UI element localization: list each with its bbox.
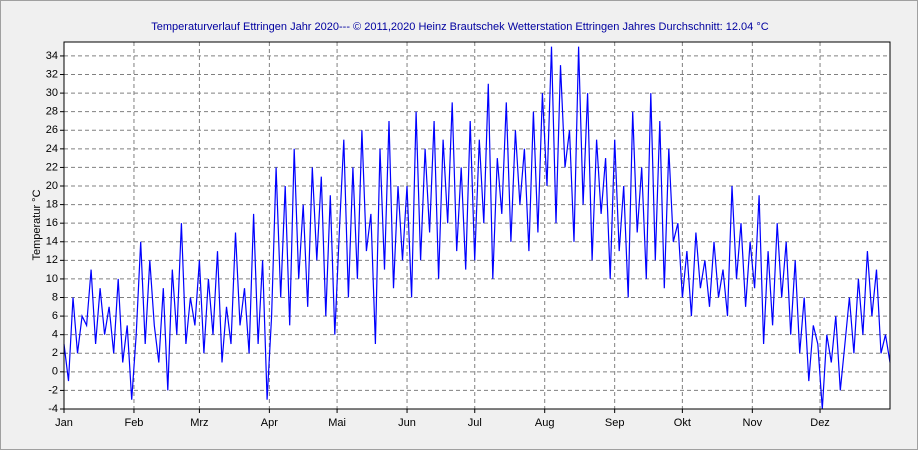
x-tick-label: Jul: [468, 417, 482, 429]
x-tick-label: Jan: [55, 417, 73, 429]
temperature-line: [63, 46, 891, 410]
y-tick-label: 20: [46, 180, 58, 192]
y-tick-label: -2: [48, 384, 58, 396]
x-tick-label: Mai: [328, 417, 346, 429]
x-tick-label: Apr: [261, 417, 278, 429]
y-tick-label: 0: [52, 366, 58, 378]
y-tick-label: 32: [46, 68, 58, 80]
x-tick-label: Dez: [810, 417, 830, 429]
x-tick-label: Nov: [743, 417, 763, 429]
chart-title: Temperaturverlauf Ettringen Jahr 2020---…: [151, 21, 768, 33]
y-tick-label: 16: [46, 217, 58, 229]
x-tick-label: Sep: [605, 417, 625, 429]
y-tick-label: 6: [52, 310, 58, 322]
x-tick-label: Jun: [398, 417, 416, 429]
y-tick-label: 18: [46, 199, 58, 211]
y-tick-label: 24: [46, 143, 58, 155]
y-tick-label: 12: [46, 254, 58, 266]
y-tick-label: 30: [46, 87, 58, 99]
y-tick-label: -4: [48, 403, 58, 415]
y-axis-label: Temperatur °C: [31, 189, 43, 260]
y-tick-label: 2: [52, 347, 58, 359]
y-tick-label: 26: [46, 124, 58, 136]
x-tick-label: Okt: [674, 417, 691, 429]
y-tick-label: 34: [46, 50, 58, 62]
y-tick-label: 28: [46, 106, 58, 118]
plot-area: [64, 42, 890, 409]
x-tick-label: Mrz: [190, 417, 208, 429]
y-tick-label: 10: [46, 273, 58, 285]
x-tick-label: Feb: [124, 417, 143, 429]
y-tick-label: 8: [52, 291, 58, 303]
x-tick-label: Aug: [535, 417, 555, 429]
plot-border: [63, 41, 891, 410]
y-tick-label: 22: [46, 161, 58, 173]
y-tick-label: 4: [52, 329, 58, 341]
y-tick-label: 14: [46, 236, 58, 248]
